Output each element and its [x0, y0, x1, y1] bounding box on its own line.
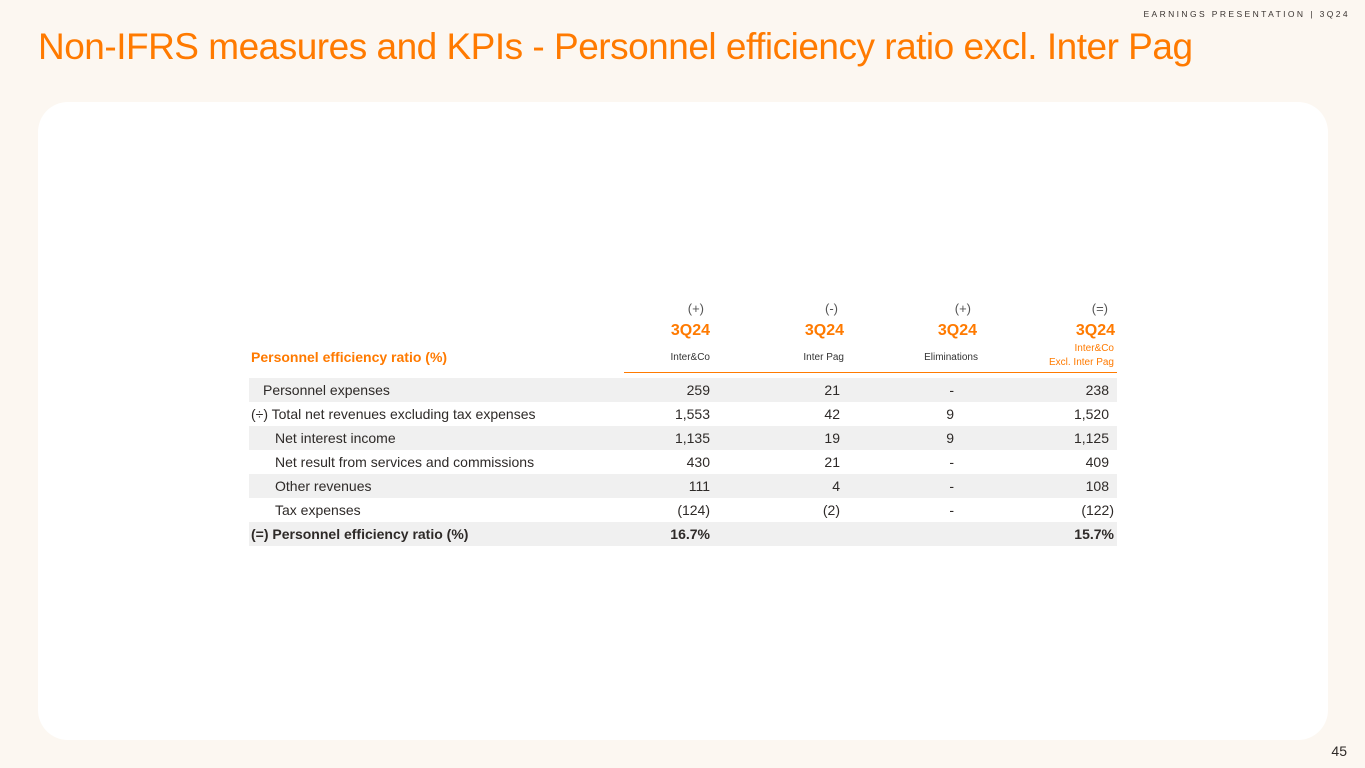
row-label: Net result from services and commissions: [275, 454, 535, 470]
presentation-tag: EARNINGS PRESENTATION | 3Q24: [1143, 9, 1350, 19]
sign-col-4: (=): [1091, 301, 1108, 316]
cell-excl-interpag: 238: [1085, 382, 1109, 398]
cell-eliminations: -: [949, 454, 954, 470]
cell-eliminations: 9: [946, 430, 954, 446]
cell-interco: 16.7%: [670, 526, 710, 542]
cell-eliminations: -: [949, 502, 954, 518]
cell-interco: (124): [677, 502, 710, 518]
cell-excl-interpag: 409: [1085, 454, 1109, 470]
row-label: Tax expenses: [275, 502, 361, 518]
cell-interco: 1,135: [674, 430, 710, 446]
cell-eliminations: 9: [946, 406, 954, 422]
cell-interpag: 19: [824, 430, 840, 446]
cell-interpag: 42: [824, 406, 840, 422]
cell-eliminations: -: [949, 382, 954, 398]
entity-col-4-line1: Inter&Co: [1074, 343, 1114, 354]
entity-col-2: Inter Pag: [803, 352, 844, 363]
content-card: [38, 102, 1328, 740]
sign-col-1: (+): [687, 301, 704, 316]
period-col-3: 3Q24: [937, 322, 977, 339]
cell-excl-interpag: 15.7%: [1074, 526, 1114, 542]
entity-col-3: Eliminations: [924, 352, 978, 363]
row-label: Personnel expenses: [263, 382, 390, 398]
cell-excl-interpag: (122): [1081, 502, 1114, 518]
table-total-row: (=) Personnel efficiency ratio (%) 16.7%…: [249, 522, 1117, 546]
cell-interco: 1,553: [674, 406, 710, 422]
period-header-row: 3Q24 3Q24 3Q24 3Q24: [249, 320, 1117, 342]
sign-col-2: (-): [825, 301, 838, 316]
table-section-title: Personnel efficiency ratio (%): [251, 349, 448, 365]
efficiency-table: (+) (-) (+) (=) 3Q24 3Q24 3Q24 3Q24 Pers…: [249, 298, 1117, 546]
table-row: Personnel expenses 259 21 - 238: [249, 378, 1117, 402]
cell-excl-interpag: 108: [1085, 478, 1109, 494]
row-label: Other revenues: [275, 478, 372, 494]
entity-col-1: Inter&Co: [670, 352, 710, 363]
entity-header-row: Personnel efficiency ratio (%) Inter&Co …: [249, 342, 1117, 378]
table-row: Tax expenses (124) (2) - (122): [249, 498, 1117, 522]
cell-interco: 111: [688, 478, 710, 494]
table-row: Net result from services and commissions…: [249, 450, 1117, 474]
cell-excl-interpag: 1,520: [1073, 406, 1109, 422]
entity-col-4: Inter&Co Excl. Inter Pag: [1049, 342, 1114, 370]
cell-interco: 430: [686, 454, 710, 470]
cell-interpag: 21: [824, 454, 840, 470]
page-number: 45: [1331, 743, 1347, 759]
header-underline: [624, 372, 1117, 373]
row-label: (÷) Total net revenues excluding tax exp…: [251, 406, 536, 422]
row-label: (=) Personnel efficiency ratio (%): [251, 526, 469, 542]
cell-eliminations: -: [949, 478, 954, 494]
table-row: (÷) Total net revenues excluding tax exp…: [249, 402, 1117, 426]
cell-interco: 259: [686, 382, 710, 398]
period-col-1: 3Q24: [670, 322, 710, 339]
row-label: Net interest income: [275, 430, 396, 446]
period-col-2: 3Q24: [804, 322, 844, 339]
cell-interpag: (2): [822, 502, 840, 518]
table-row: Other revenues 111 4 - 108: [249, 474, 1117, 498]
sign-header-row: (+) (-) (+) (=): [249, 298, 1117, 320]
period-col-4: 3Q24: [1075, 322, 1115, 339]
entity-col-4-line2: Excl. Inter Pag: [1048, 357, 1114, 368]
cell-excl-interpag: 1,125: [1073, 430, 1109, 446]
page-title: Non-IFRS measures and KPIs - Personnel e…: [38, 26, 1193, 67]
cell-interpag: 21: [824, 382, 840, 398]
cell-interpag: 4: [832, 478, 840, 494]
sign-col-3: (+): [954, 301, 971, 316]
table-row: Net interest income 1,135 19 9 1,125: [249, 426, 1117, 450]
